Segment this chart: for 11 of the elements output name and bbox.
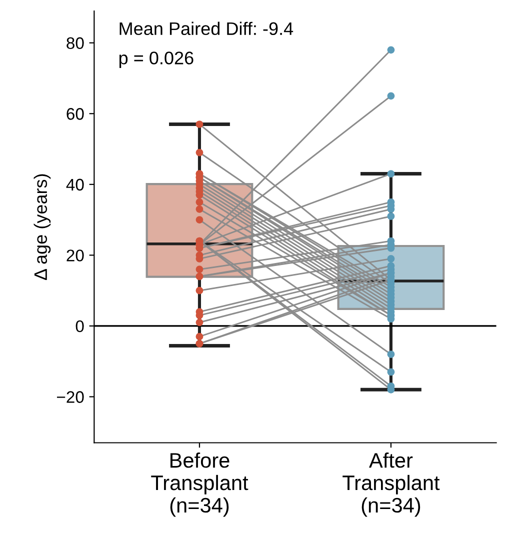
annotation: p = 0.026 — [119, 52, 194, 68]
y-tick-label: −20 — [56, 391, 84, 403]
y-tick-label: 0 — [76, 320, 84, 332]
y-tick-label: 20 — [66, 250, 84, 262]
y-tick-label: 60 — [66, 108, 84, 120]
y-tick-label: 40 — [66, 178, 84, 191]
annotation: Mean Paired Diff: -9.4 — [120, 22, 294, 36]
x-tick-label: After Transplant (n=34) — [342, 452, 440, 517]
y-axis-title: Δ age (years) — [34, 174, 51, 280]
y-tick-label: 80 — [66, 37, 84, 50]
x-tick-label: Before Transplant (n=34) — [151, 452, 248, 517]
